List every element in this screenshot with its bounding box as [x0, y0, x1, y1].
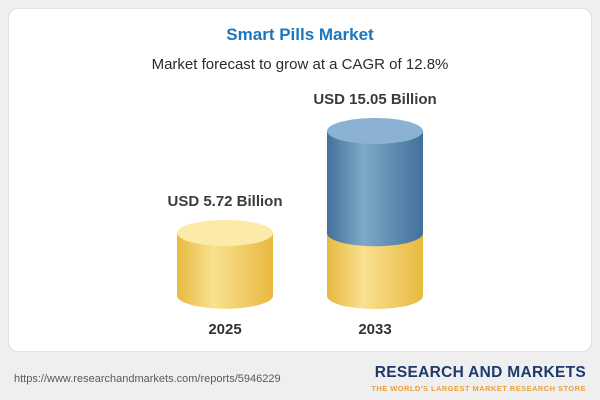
chart-card: Smart Pills Market Market forecast to gr… [8, 8, 592, 352]
value-label-2025: USD 5.72 Billion [167, 193, 283, 211]
footer: https://www.researchandmarkets.com/repor… [0, 352, 600, 393]
value-label-2033: USD 15.05 Billion [313, 91, 437, 108]
chart-subtitle: Market forecast to grow at a CAGR of 12.… [151, 56, 449, 73]
x-axis-label-2033: 2033 [358, 321, 392, 338]
bar-cylinder-2025 [177, 220, 273, 310]
bar-cylinder-2033 [327, 118, 423, 309]
brand-logo: RESEARCH AND MARKETS THE WORLD'S LARGEST… [371, 364, 586, 393]
chart-title: Smart Pills Market [226, 25, 374, 44]
brand-name: RESEARCH AND MARKETS [374, 364, 586, 381]
bar-chart: USD 5.72 Billion 2025 USD 15.05 Billion … [9, 91, 591, 338]
report-url: https://www.researchandmarkets.com/repor… [14, 372, 281, 385]
bar-group-2025: USD 5.72 Billion 2025 [167, 193, 282, 338]
brand-tagline: THE WORLD'S LARGEST MARKET RESEARCH STOR… [371, 384, 586, 393]
x-axis-label-2025: 2025 [208, 321, 242, 338]
bar-group-2033: USD 15.05 Billion 2033 [313, 91, 436, 338]
